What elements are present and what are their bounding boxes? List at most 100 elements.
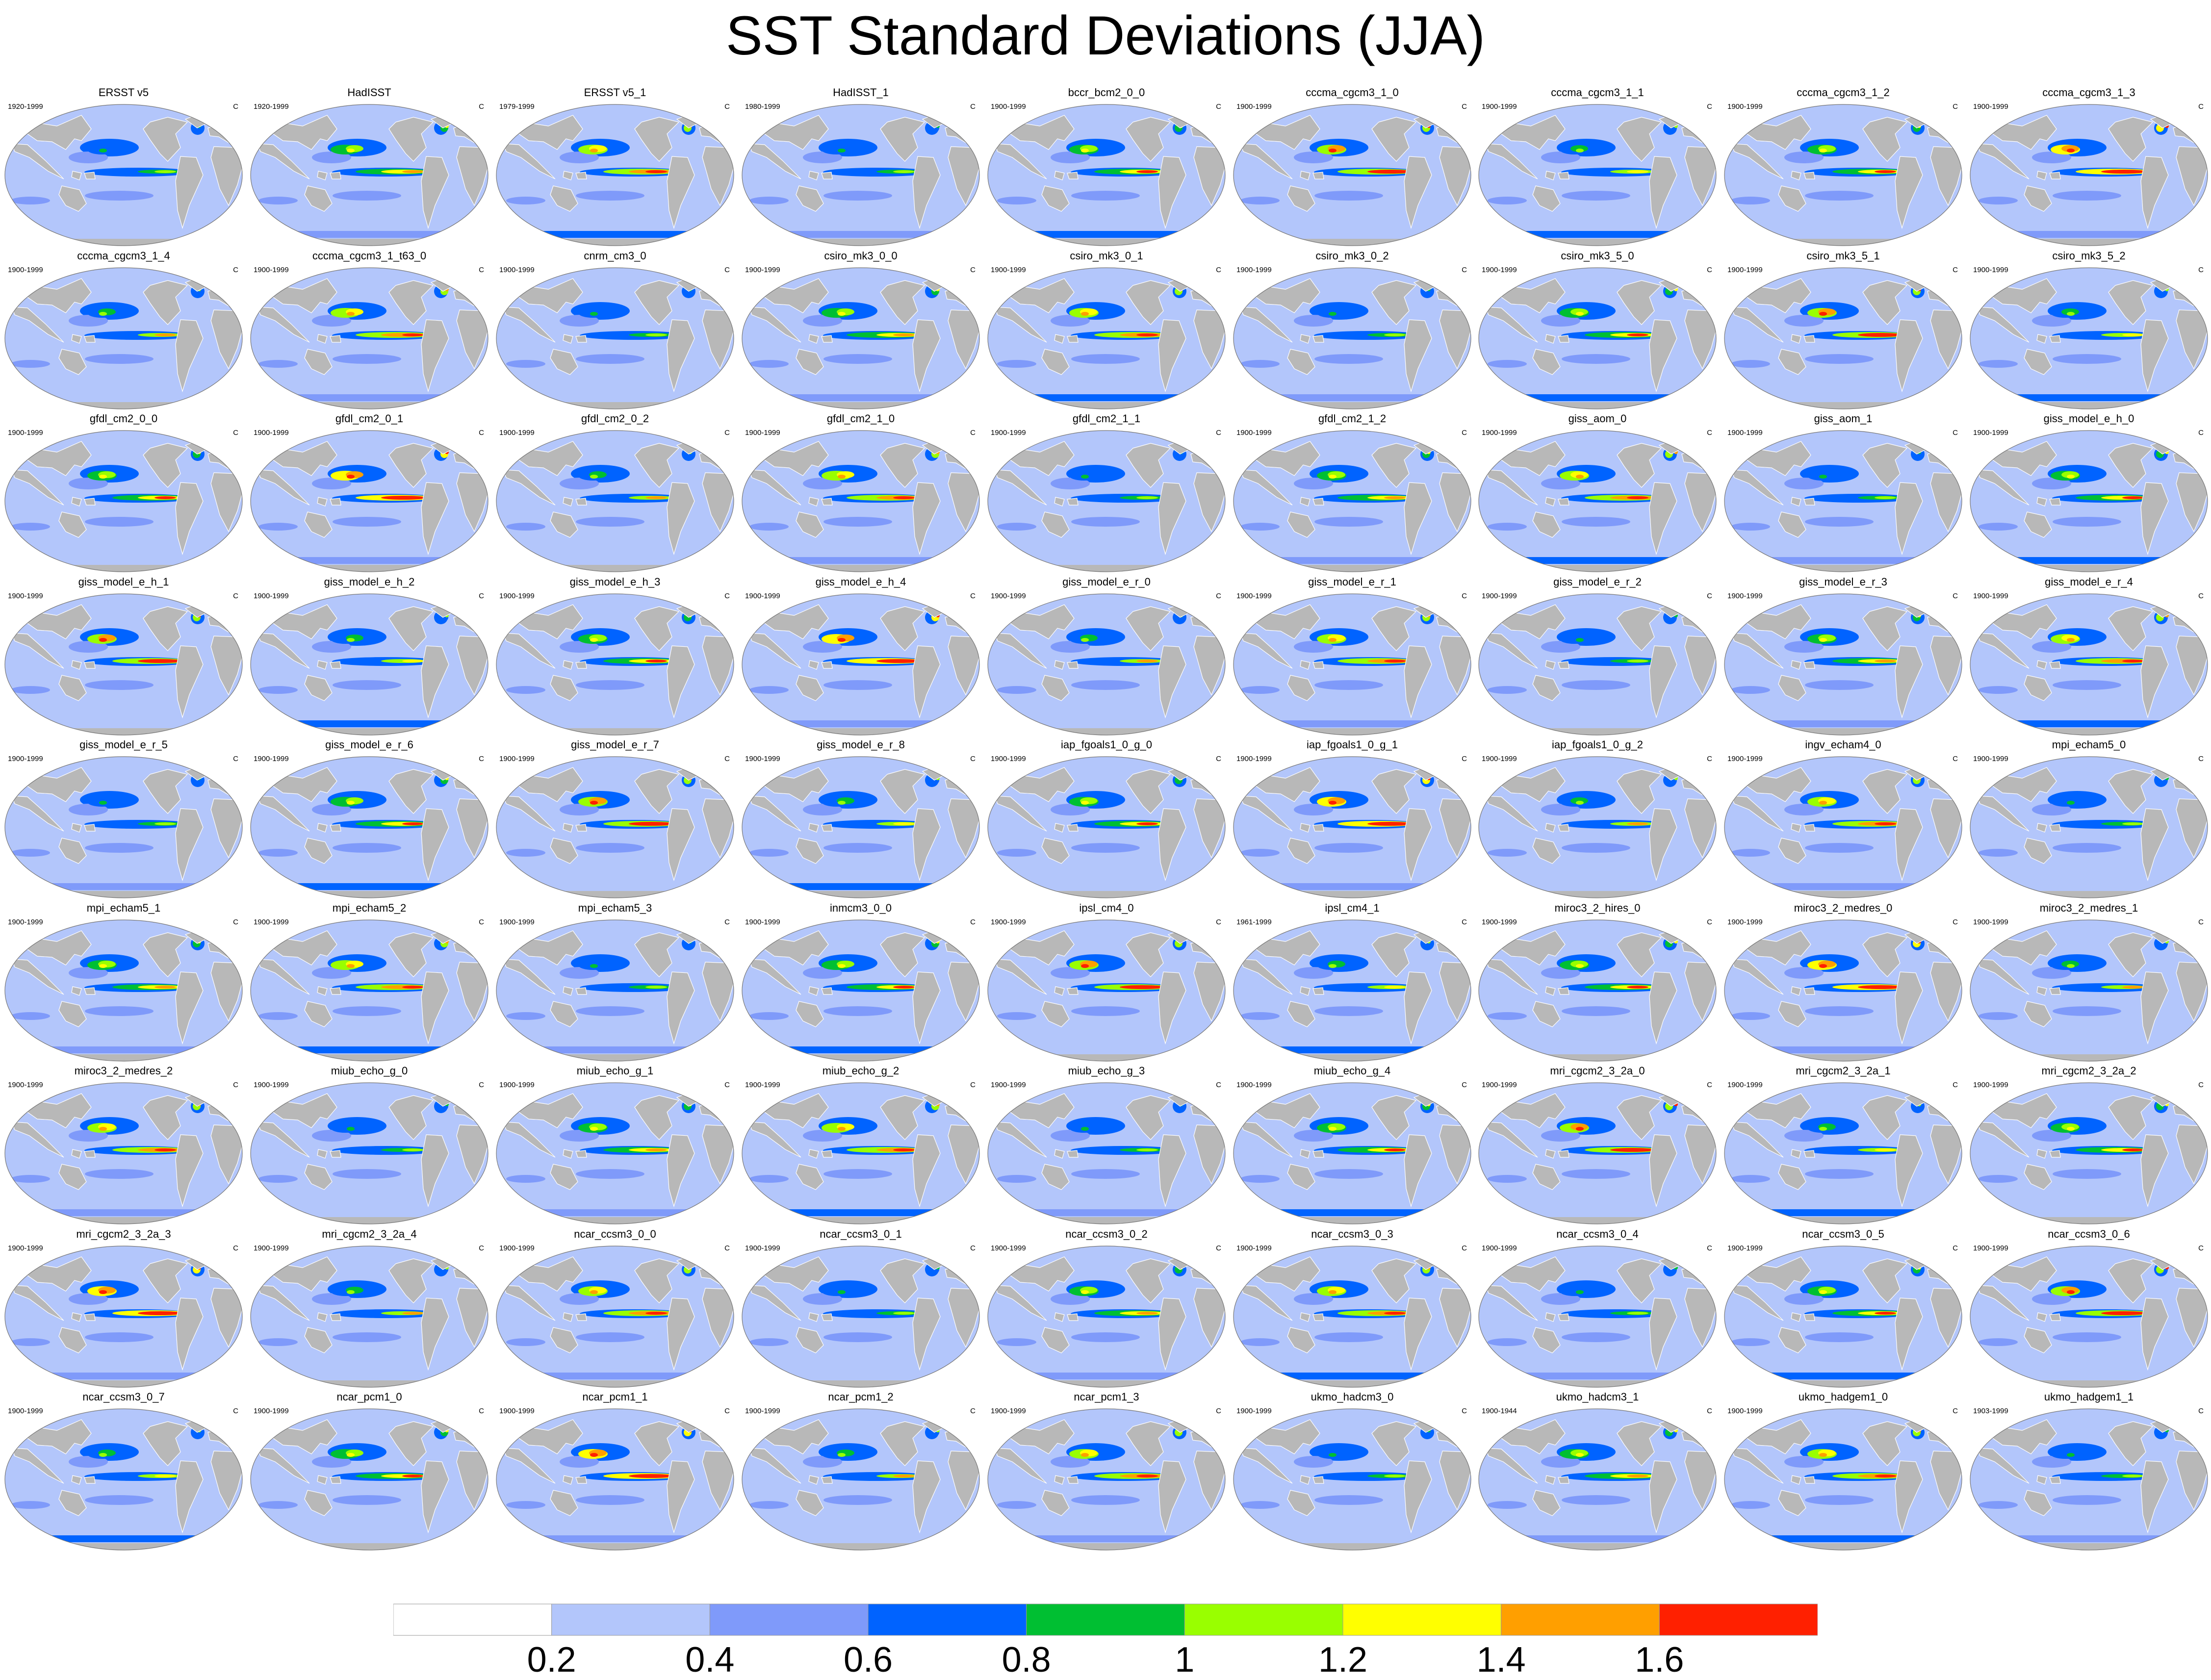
anomaly-contour xyxy=(1545,1037,1653,1044)
anomaly-contour xyxy=(576,1332,644,1342)
anomaly-contour xyxy=(1136,496,1158,499)
anomaly-contour xyxy=(1240,849,1280,857)
anomaly-contour xyxy=(1051,1293,1090,1305)
anomaly-contour xyxy=(1136,660,1158,662)
southern-ocean-band xyxy=(1724,231,1962,238)
anomaly-contour xyxy=(7,698,113,705)
land-mass xyxy=(421,1134,449,1208)
map-outline xyxy=(250,430,488,572)
anomaly-contour xyxy=(1541,478,1580,489)
land-mass xyxy=(1240,1121,1293,1158)
anomaly-contour xyxy=(99,1127,107,1131)
anomaly-contour xyxy=(7,535,113,542)
anomaly-contour xyxy=(576,1006,644,1016)
world-map xyxy=(250,267,488,409)
land-mass xyxy=(1126,932,1171,977)
anomaly-contour xyxy=(807,873,915,881)
land-mass xyxy=(84,498,96,506)
southern-ocean-band xyxy=(1970,1373,2208,1379)
land-mass xyxy=(550,349,578,375)
anomaly-contour xyxy=(333,1495,401,1505)
land-mass xyxy=(251,891,488,898)
panel-units: C xyxy=(1216,1081,1221,1089)
anomaly-contour xyxy=(576,191,644,201)
map-outline xyxy=(1233,267,1471,409)
panel-units: C xyxy=(233,592,238,600)
land-mass xyxy=(175,482,204,556)
southern-ocean-band xyxy=(5,231,242,238)
land-mass xyxy=(496,1217,734,1224)
anomaly-contour xyxy=(1298,1363,1406,1371)
anomaly-contour xyxy=(11,1501,50,1509)
map-panel: ncar_ccsm3_0_6 1900-1999 C xyxy=(1966,1227,2211,1390)
world-map xyxy=(987,430,1226,572)
anomaly-contour xyxy=(2122,170,2144,173)
southern-ocean-band xyxy=(496,231,734,238)
map-outline xyxy=(496,1408,734,1551)
anomaly-contour xyxy=(2067,1127,2075,1131)
land-mass xyxy=(1617,443,1662,488)
anomaly-contour xyxy=(1071,680,1140,690)
land-mass xyxy=(496,239,734,246)
anomaly-contour xyxy=(576,680,644,690)
anomaly-contour xyxy=(1240,523,1280,531)
land-mass xyxy=(11,959,64,995)
land-mass xyxy=(11,1121,64,1158)
map-outline xyxy=(1478,267,1717,409)
anomaly-contour xyxy=(807,547,915,555)
land-mass xyxy=(1240,306,1293,343)
anomaly-contour xyxy=(99,1290,107,1294)
land-mass xyxy=(503,959,556,995)
land-mass xyxy=(742,1217,979,1224)
anomaly-contour xyxy=(2089,703,2158,709)
land-mass xyxy=(1791,660,1801,670)
anomaly-contour xyxy=(1384,1312,1406,1315)
anomaly-contour xyxy=(1598,865,1667,871)
map-panel: cccma_cgcm3_1_0 1900-1999 C xyxy=(1230,86,1475,249)
land-mass xyxy=(1532,1490,1561,1516)
map-outline xyxy=(1478,756,1717,898)
land-mass xyxy=(1545,660,1556,670)
land-mass xyxy=(1158,971,1186,1045)
anomaly-contour xyxy=(2032,1456,2071,1468)
anomaly-contour xyxy=(11,523,50,531)
land-mass xyxy=(821,661,833,669)
anomaly-contour xyxy=(1108,539,1177,545)
anomaly-contour xyxy=(2122,1312,2144,1315)
land-mass xyxy=(2024,511,2052,538)
anomaly-contour xyxy=(617,1518,686,1524)
anomaly-contour xyxy=(893,986,915,989)
land-mass xyxy=(1791,1475,1801,1485)
anomaly-contour xyxy=(1108,1029,1177,1035)
panel-title: ipsl_cm4_1 xyxy=(1325,902,1380,914)
anomaly-contour xyxy=(2053,1006,2121,1016)
land-mass xyxy=(257,469,310,506)
panel-units: C xyxy=(1216,429,1221,437)
land-mass xyxy=(988,891,1225,898)
anomaly-contour xyxy=(1071,843,1140,853)
anomaly-contour xyxy=(255,1350,360,1357)
anomaly-contour xyxy=(333,354,401,364)
land-mass xyxy=(330,824,341,832)
map-panel: mpi_echam5_0 1900-1999 C xyxy=(1966,738,2211,901)
anomaly-contour xyxy=(1727,372,1833,379)
anomaly-contour xyxy=(1598,1029,1667,1035)
world-map xyxy=(987,1408,1226,1551)
anomaly-contour xyxy=(746,209,851,216)
map-panel: inmcm3_0_0 1900-1999 C xyxy=(738,901,983,1064)
panel-years: 1900-1999 xyxy=(8,1244,43,1252)
southern-ocean-band xyxy=(1479,231,1716,238)
land-mass xyxy=(912,1298,941,1371)
anomaly-contour xyxy=(1545,873,1653,881)
anomaly-contour xyxy=(564,221,672,229)
land-mass xyxy=(1532,675,1561,701)
land-mass xyxy=(388,1095,434,1140)
world-map xyxy=(1478,756,1717,898)
anomaly-contour xyxy=(997,1501,1036,1509)
world-map xyxy=(1478,1246,1717,1388)
anomaly-contour xyxy=(564,1526,672,1533)
southern-ocean-band xyxy=(988,720,1225,727)
land-mass xyxy=(796,1490,824,1516)
southern-ocean-band xyxy=(1234,1046,1471,1053)
land-mass xyxy=(808,1312,819,1322)
